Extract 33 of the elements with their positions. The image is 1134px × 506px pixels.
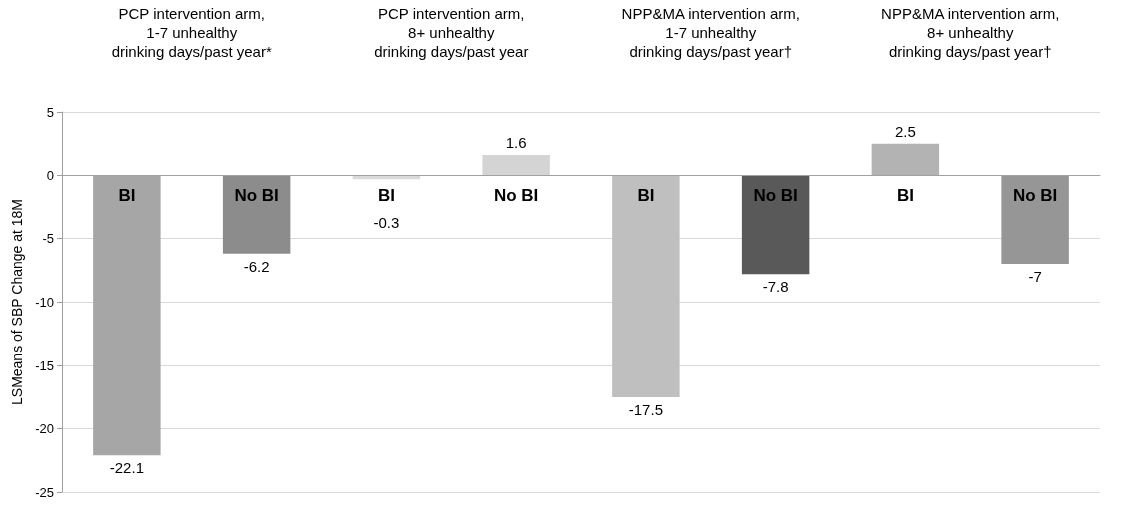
x-tick-label: BI xyxy=(896,186,914,206)
data-label: -0.3 xyxy=(373,214,400,232)
x-tick-label: No BI xyxy=(493,186,539,206)
y-tick-label: -5 xyxy=(42,231,54,247)
text: PCP intervention arm, 8+ unhealthy drinking days/past year xyxy=(374,5,529,60)
y-tick-label: 5 xyxy=(46,104,54,120)
x-tick-label: BI xyxy=(377,186,395,206)
bar xyxy=(741,175,810,275)
data-label: -22.1 xyxy=(109,459,144,477)
data-label: -17.5 xyxy=(628,401,663,418)
x-tick-label: BI xyxy=(637,186,655,206)
y-tick-label: 0 xyxy=(46,167,54,183)
bar xyxy=(871,143,940,176)
text: NPP&MA intervention arm, 1-7 unhealthy drinking days/past year† xyxy=(621,5,800,60)
data-label: 2.5 xyxy=(894,122,916,140)
data-label: -6.2 xyxy=(243,257,270,275)
data-label: 1.6 xyxy=(505,134,527,152)
y-tick-label: -20 xyxy=(35,421,54,437)
y-tick-label: -15 xyxy=(35,357,54,373)
bar xyxy=(612,175,680,397)
x-tick-label: BI xyxy=(118,186,136,206)
x-tick-label: No BI xyxy=(1012,186,1058,206)
bar xyxy=(222,175,291,254)
x-tick-label: No BI xyxy=(753,186,798,206)
y-tick-label: -25 xyxy=(35,484,54,500)
y-axis-title: LSMeans of SBP Change at 18M xyxy=(9,199,25,405)
x-tick-label: No BI xyxy=(234,186,279,206)
data-label: -7.8 xyxy=(762,278,789,296)
text: PCP intervention arm, 1-7 unhealthy drinking days/past year* xyxy=(111,5,272,60)
y-tick-label: -10 xyxy=(35,294,54,310)
data-label: -7 xyxy=(1028,268,1042,285)
bar xyxy=(482,155,550,176)
text: NPP&MA intervention arm, 8+ unhealthy drinking days/past year† xyxy=(881,5,1060,60)
